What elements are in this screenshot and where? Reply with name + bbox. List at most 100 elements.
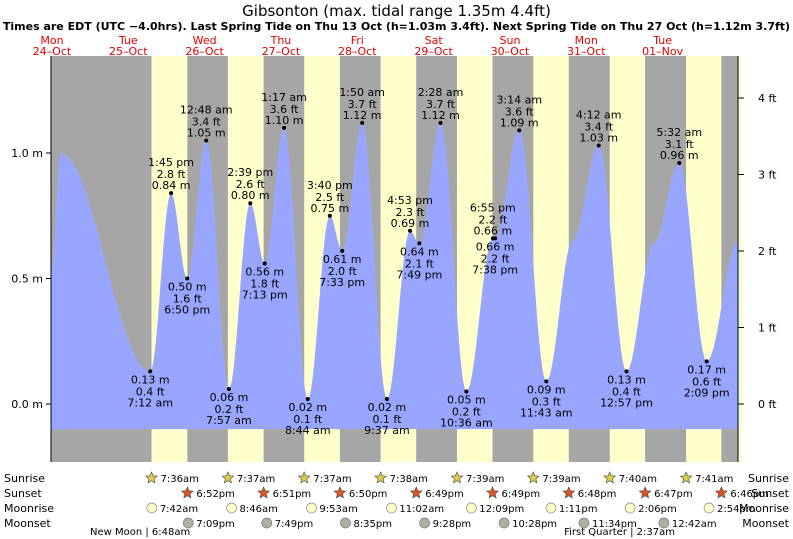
moonrise-time: 8:46am xyxy=(240,504,278,515)
tide-extreme-label: 0.3 ft xyxy=(532,395,562,408)
moonrise-time: 1:11pm xyxy=(559,504,598,515)
sunset-time: 6:52pm xyxy=(196,489,235,500)
right-axis-tick-label: 4 ft xyxy=(758,92,777,105)
day-name-label: Thu xyxy=(270,34,292,47)
moonrise-time: 11:02am xyxy=(399,504,444,515)
moon-phase-new: New Moon | 6:48am xyxy=(90,527,190,538)
tide-extreme-label: 4:12 am xyxy=(576,108,622,121)
moonrise-icon xyxy=(306,502,317,514)
tide-extreme-point xyxy=(305,396,310,401)
day-date-label: 29–Oct xyxy=(414,45,453,58)
tide-extreme-label: 0.4 ft xyxy=(136,385,166,398)
tide-extreme-point xyxy=(262,261,267,266)
moonrise-icon xyxy=(465,502,477,514)
tide-extreme-point xyxy=(327,213,332,218)
left-axis-tick-label: 0.5 m xyxy=(11,273,43,286)
sunrise-icon xyxy=(145,471,158,484)
sunset-time: 6:48pm xyxy=(578,489,617,500)
sunset-time: 6:49pm xyxy=(425,489,464,500)
moonrise-time: 2:06pm xyxy=(638,504,677,515)
sunrise-icon xyxy=(603,471,617,484)
tide-extreme-label: 1:45 pm xyxy=(148,156,194,169)
astro-row-label-left: Sunrise xyxy=(4,472,45,485)
moonset-time: 10:28pm xyxy=(512,519,557,530)
sunset-time: 6:50pm xyxy=(349,489,388,500)
moonset-time: 12:42am xyxy=(672,519,717,530)
tide-extreme-label: 2.1 ft xyxy=(405,257,435,270)
tide-extreme-point xyxy=(544,379,549,384)
tide-extreme-label: 2:09 pm xyxy=(684,386,730,399)
tide-extreme-label: 0.69 m xyxy=(391,217,430,230)
day-name-label: Sun xyxy=(499,34,520,47)
tide-extreme-label: 3.6 ft xyxy=(270,103,300,116)
tide-extreme-label: 1.10 m xyxy=(265,114,304,127)
moonrise-icon xyxy=(386,502,397,514)
day-name-label: Mon xyxy=(40,34,63,47)
tide-extreme-label: 3.7 ft xyxy=(426,98,456,111)
sunset-icon xyxy=(486,486,499,499)
tide-extreme-point xyxy=(248,201,253,206)
tide-extreme-label: 6:50 pm xyxy=(164,304,210,317)
tide-extreme-label: 1:50 am xyxy=(339,86,385,99)
moonset-time: 8:35pm xyxy=(353,519,392,530)
astro-row-label-right: Sunset xyxy=(751,487,789,500)
day-date-label: 31–Oct xyxy=(567,45,606,58)
chart-title: Gibsonton (max. tidal range 1.35m 4.4ft) xyxy=(242,2,551,20)
tide-extreme-label: 0.4 ft xyxy=(612,385,642,398)
astro-row-label-left: Sunset xyxy=(4,487,42,500)
chart-subtitle: Times are EDT (UTC −4.0hrs). Last Spring… xyxy=(2,20,791,33)
sunrise-time: 7:39am xyxy=(542,474,580,485)
day-name-label: Mon xyxy=(575,34,598,47)
moonset-icon xyxy=(261,517,273,529)
tide-extreme-label: 9:37 am xyxy=(364,424,410,437)
sunset-icon xyxy=(180,486,194,499)
moonrise-time: 12:09pm xyxy=(479,504,524,515)
sunrise-time: 7:37am xyxy=(313,474,351,485)
sunrise-icon xyxy=(297,471,311,484)
tide-extreme-label: 3.1 ft xyxy=(665,138,695,151)
tide-extreme-label: 0.1 ft xyxy=(372,413,402,426)
sunset-time: 6:46pm xyxy=(730,489,769,500)
tide-extreme-label: 8:44 am xyxy=(285,424,331,437)
tide-extreme-label: 0.02 m xyxy=(368,401,407,414)
right-axis-tick-label: 3 ft xyxy=(758,168,777,181)
day-name-label: Wed xyxy=(193,34,217,47)
sunset-icon xyxy=(714,486,728,499)
moonrise-icon xyxy=(624,502,636,514)
moonrise-icon xyxy=(146,502,158,514)
tide-extreme-label: 3.4 ft xyxy=(192,115,222,128)
tide-extreme-label: 7:57 am xyxy=(206,414,252,427)
tide-extreme-point xyxy=(226,386,231,391)
tide-extreme-point xyxy=(677,161,682,166)
tide-extreme-point xyxy=(384,396,389,401)
sunrise-icon xyxy=(450,471,464,484)
tide-extreme-point xyxy=(204,138,209,143)
tide-extreme-label: 3:40 pm xyxy=(307,179,353,192)
tide-extreme-point xyxy=(596,143,601,148)
tide-extreme-label: 0.84 m xyxy=(152,179,191,192)
tide-extreme-label: 7:38 pm xyxy=(472,263,518,276)
tide-extreme-label: 2.0 ft xyxy=(328,265,358,278)
tide-extreme-label: 2.2 ft xyxy=(478,213,508,226)
tide-extreme-point xyxy=(624,369,629,374)
day-name-label: Sat xyxy=(425,34,444,47)
tide-extreme-label: 2.8 ft xyxy=(157,168,187,181)
tide-extreme-label: 7:49 pm xyxy=(396,268,442,281)
tide-extreme-label: 1.6 ft xyxy=(173,293,203,306)
tide-extreme-label: 2:39 pm xyxy=(227,166,273,179)
sunset-time: 6:51pm xyxy=(273,489,312,500)
tide-extreme-label: 0.06 m xyxy=(210,391,249,404)
tide-extreme-label: 5:32 am xyxy=(656,126,702,139)
tide-extreme-point xyxy=(169,191,174,196)
sunset-time: 6:47pm xyxy=(654,489,693,500)
day-name-label: Fri xyxy=(351,34,364,47)
tide-extreme-label: 0.13 m xyxy=(131,373,170,386)
astro-row-label-right: Moonrise xyxy=(739,502,789,515)
moonset-icon xyxy=(182,517,194,529)
tide-extreme-label: 0.66 m xyxy=(473,224,512,237)
moonset-icon xyxy=(340,517,351,529)
tide-extreme-label: 11:43 am xyxy=(520,406,573,419)
moonrise-time: 9:53am xyxy=(319,504,357,515)
tide-extreme-label: 0.02 m xyxy=(288,401,327,414)
tide-extreme-label: 3.4 ft xyxy=(584,120,614,133)
